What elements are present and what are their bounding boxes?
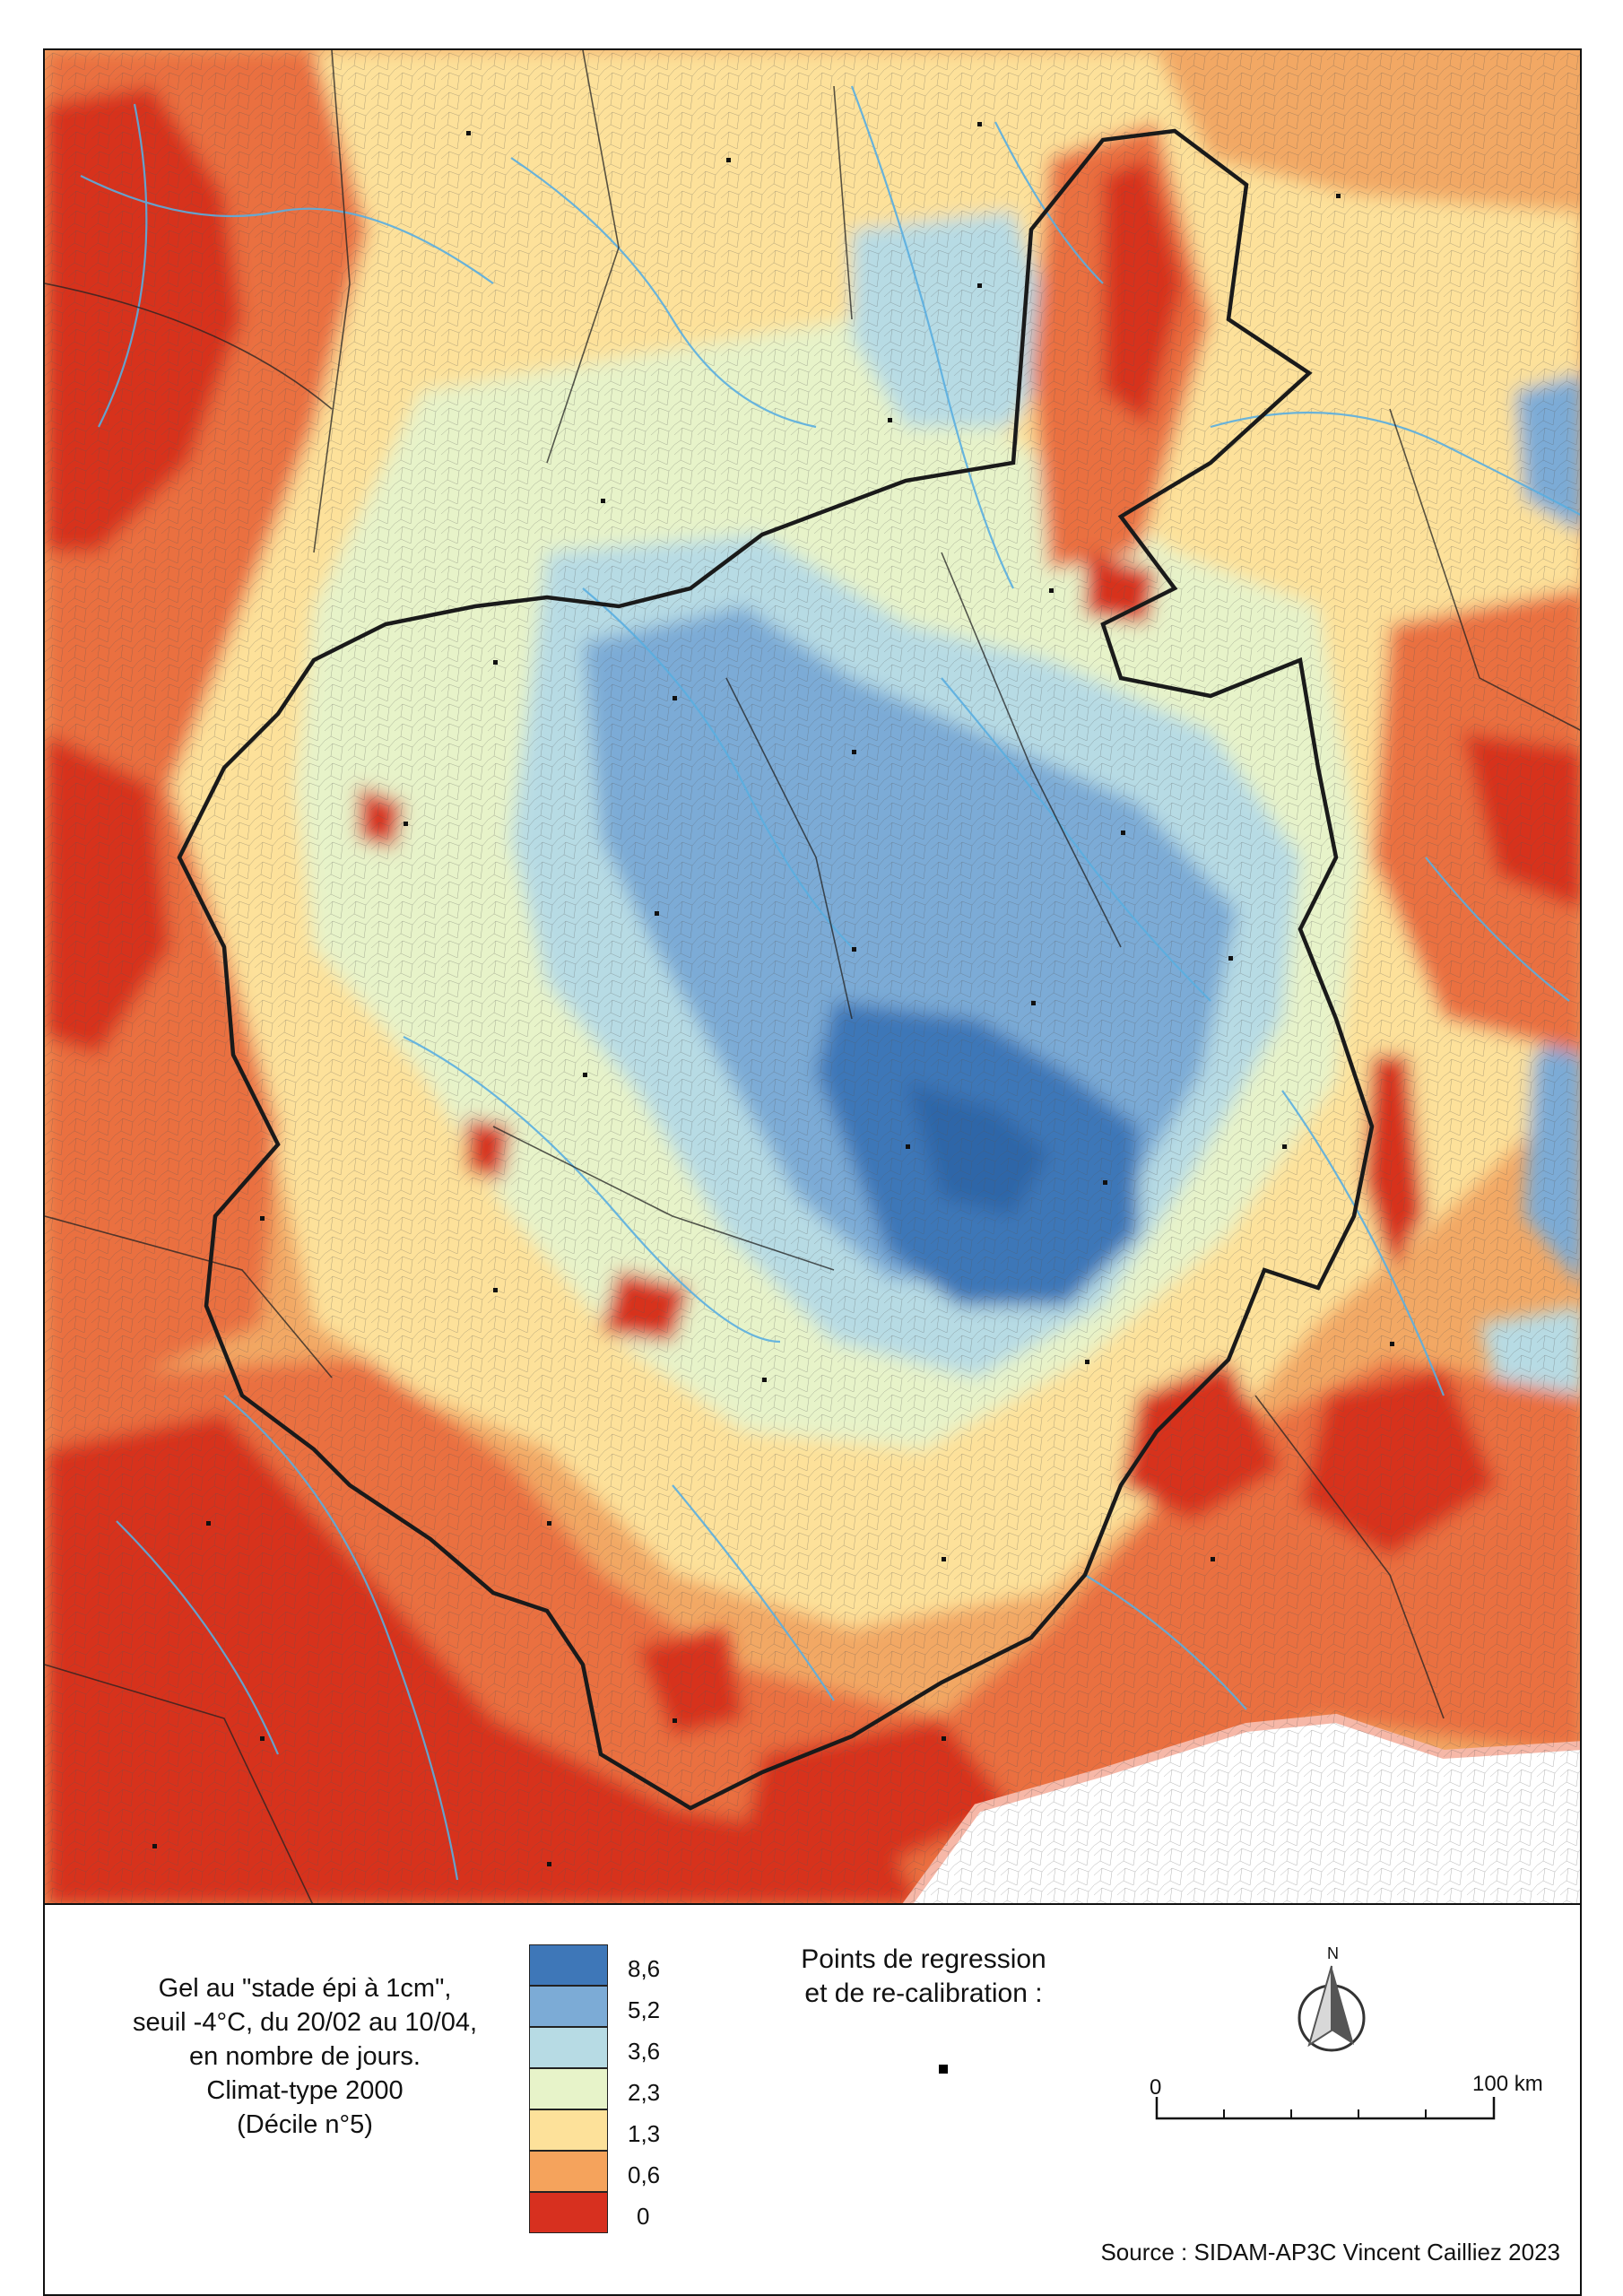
- regression-point: [493, 1288, 498, 1292]
- scale-swatch: [529, 1944, 608, 1986]
- regression-point: [852, 947, 856, 952]
- regression-point: [1031, 1001, 1036, 1005]
- rivers: [80, 85, 1580, 1881]
- regression-point: [1336, 194, 1341, 198]
- scale-swatch: [529, 2109, 608, 2151]
- regression-point: [1085, 1360, 1089, 1364]
- legend-title-line: seuil -4°C, du 20/02 au 10/04,: [132, 2008, 478, 2037]
- regression-point: [601, 499, 605, 503]
- regression-point: [404, 822, 408, 826]
- scale-label: 5,2: [628, 1996, 661, 2023]
- regression-point: [906, 1144, 910, 1149]
- regression-point-symbol: [939, 2065, 948, 2074]
- points-legend-title: Points de regression et de re-calibratio…: [789, 1943, 1058, 2011]
- scale-swatch: [529, 1986, 608, 2027]
- regression-point: [762, 1378, 767, 1382]
- regression-point: [888, 418, 892, 422]
- regression-point: [655, 911, 659, 916]
- points-title-line: et de re-calibration :: [804, 1979, 1043, 2008]
- regression-point: [206, 1521, 211, 1526]
- scale-label: 0: [637, 2203, 650, 2230]
- regression-point: [1282, 1144, 1287, 1149]
- scale-label: 8,6: [628, 1955, 661, 1982]
- north-label: N: [1327, 1944, 1339, 1962]
- department-boundaries: [45, 50, 1580, 1903]
- scale-label: 1,3: [628, 2120, 661, 2147]
- legend-title-line: Gel au "stade épi à 1cm",: [158, 1974, 452, 2003]
- regression-point: [1121, 831, 1125, 835]
- scale-label: 3,6: [628, 2038, 661, 2065]
- regression-point: [260, 1216, 265, 1221]
- legend-title: Gel au "stade épi à 1cm", seuil -4°C, du…: [81, 1971, 529, 2142]
- scale-swatch: [529, 2192, 608, 2233]
- regression-point: [547, 1521, 551, 1526]
- legend-title-line: Climat-type 2000: [206, 2076, 404, 2105]
- regression-point: [466, 131, 471, 135]
- study-area-boundary: [177, 128, 1375, 1811]
- regression-point: [152, 1844, 157, 1848]
- regression-point: [673, 696, 677, 700]
- regression-point: [493, 660, 498, 665]
- legend-title-line: (Décile n°5): [237, 2110, 373, 2139]
- scale-bar: [1155, 2097, 1496, 2120]
- map-area[interactable]: [43, 48, 1582, 1905]
- regression-point: [977, 283, 982, 288]
- scale-label: 0,6: [628, 2161, 661, 2188]
- regression-point: [1211, 1557, 1215, 1561]
- regression-point: [673, 1718, 677, 1723]
- regression-points: [152, 122, 1394, 1866]
- scale-swatch: [529, 2068, 608, 2109]
- regression-point: [942, 1557, 946, 1561]
- regression-point: [1103, 1180, 1107, 1185]
- scale-label: 2,3: [628, 2079, 661, 2106]
- regression-point: [547, 1862, 551, 1866]
- color-scale: [529, 1944, 608, 2233]
- regression-point: [1228, 956, 1233, 961]
- north-arrow-icon: [1298, 1965, 1366, 2052]
- regression-point: [942, 1736, 946, 1741]
- regression-point: [977, 122, 982, 126]
- source-credit: Source : SIDAM-AP3C Vincent Cailliez 202…: [1100, 2239, 1560, 2266]
- legend-panel: Gel au "stade épi à 1cm", seuil -4°C, du…: [43, 1903, 1582, 2296]
- regression-point: [1049, 588, 1054, 593]
- regression-point: [726, 158, 731, 162]
- scalebar-start-label: 0: [1150, 2075, 1162, 2100]
- regression-point: [852, 750, 856, 754]
- scale-swatch: [529, 2151, 608, 2192]
- legend-title-line: en nombre de jours.: [189, 2042, 421, 2071]
- points-title-line: Points de regression: [801, 1944, 1046, 1974]
- regression-point: [1390, 1342, 1394, 1346]
- scale-swatch: [529, 2027, 608, 2068]
- regression-point: [260, 1736, 265, 1741]
- climate-map: [45, 50, 1580, 1903]
- regression-point: [583, 1073, 587, 1077]
- scalebar-end-label: 100 km: [1472, 2072, 1543, 2096]
